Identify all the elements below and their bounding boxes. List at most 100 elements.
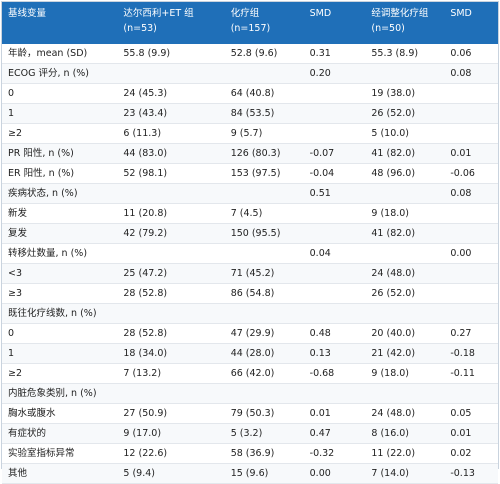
cell — [303, 83, 366, 104]
cell: 28 (52.8) — [117, 283, 225, 304]
cell: -0.68 — [303, 363, 366, 384]
row-label: ECOG 评分, n (%) — [2, 63, 118, 84]
row-label: 新发 — [2, 203, 118, 224]
cell — [224, 183, 304, 204]
header-text: 达尔西利+ET 组 — [123, 8, 194, 19]
cell: 0.08 — [444, 63, 498, 84]
cell — [303, 203, 366, 224]
cell: 18 (34.0) — [117, 343, 225, 364]
header-cell: 化疗组 (n=157) — [224, 2, 304, 44]
table-row: ER 阳性, n (%) 52 (98.1) 153 (97.5) -0.04 48 (… — [2, 163, 498, 184]
cell: 7 (13.2) — [117, 363, 225, 384]
cell — [365, 183, 445, 204]
table-row: 其他 5 (9.4) 15 (9.6) 0.00 7 (14.0) -0.13 — [2, 463, 498, 484]
cell — [365, 303, 445, 324]
table-row: 复发 42 (79.2) 150 (95.5) 41 (82.0) — [2, 223, 498, 244]
cell: 150 (95.5) — [224, 223, 304, 244]
cell: -0.13 — [444, 463, 498, 484]
cell: 86 (54.8) — [224, 283, 304, 304]
cell: 7 (4.5) — [224, 203, 304, 224]
header-cell: 达尔西利+ET 组 (n=53) — [117, 2, 225, 44]
table-row: ≥2 7 (13.2) 66 (42.0) -0.68 9 (18.0) -0.11 — [2, 363, 498, 384]
cell: 15 (9.6) — [224, 463, 304, 484]
cell: 24 (48.0) — [365, 403, 445, 424]
cell: -0.04 — [303, 163, 366, 184]
cell: 12 (22.6) — [117, 443, 225, 464]
cell: -0.07 — [303, 143, 366, 164]
cell — [117, 383, 225, 404]
cell: 84 (53.5) — [224, 103, 304, 124]
table-row: <3 25 (47.2) 71 (45.2) 24 (48.0) — [2, 263, 498, 284]
cell — [303, 383, 366, 404]
cell: 0.13 — [303, 343, 366, 364]
cell: 41 (82.0) — [365, 143, 445, 164]
cell: 55.3 (8.9) — [365, 44, 445, 64]
cell — [444, 383, 498, 404]
cell: 11 (20.8) — [117, 203, 225, 224]
cell: 0.01 — [303, 403, 366, 424]
cell: 44 (83.0) — [117, 143, 225, 164]
table-row: ≥2 6 (11.3) 9 (5.7) 5 (10.0) — [2, 123, 498, 144]
row-label: 胸水或腹水 — [2, 403, 118, 424]
table-row: 疾病状态, n (%) 0.51 0.08 — [2, 183, 498, 204]
cell: 47 (29.9) — [224, 323, 304, 344]
cell: 5 (9.4) — [117, 463, 225, 484]
header-text: (n=53) — [123, 23, 157, 34]
cell: 0.47 — [303, 423, 366, 444]
cell — [117, 243, 225, 264]
row-label: 既往化疗线数, n (%) — [2, 303, 118, 324]
cell: 19 (38.0) — [365, 83, 445, 104]
cell — [117, 183, 225, 204]
table-row: 1 18 (34.0) 44 (28.0) 0.13 21 (42.0) -0.18 — [2, 343, 498, 364]
cell: 71 (45.2) — [224, 263, 304, 284]
row-label: ≥2 — [2, 363, 118, 384]
cell: 42 (79.2) — [117, 223, 225, 244]
cell — [444, 103, 498, 124]
table-row: PR 阳性, n (%) 44 (83.0) 126 (80.3) -0.07 41 (… — [2, 143, 498, 164]
cell — [444, 303, 498, 324]
cell: 0.51 — [303, 183, 366, 204]
cell — [444, 223, 498, 244]
cell: 0.00 — [444, 243, 498, 264]
header-cell: SMD — [444, 2, 498, 44]
row-label: PR 阳性, n (%) — [2, 143, 118, 164]
table-row: 1 23 (43.4) 84 (53.5) 26 (52.0) — [2, 103, 498, 124]
cell — [224, 303, 304, 324]
cell: 153 (97.5) — [224, 163, 304, 184]
cell: 27 (50.9) — [117, 403, 225, 424]
cell: 24 (45.3) — [117, 83, 225, 104]
row-label: 有症状的 — [2, 423, 118, 444]
table-row: ≥3 28 (52.8) 86 (54.8) 26 (52.0) — [2, 283, 498, 304]
row-label: 其他 — [2, 463, 118, 484]
header-cell: 基线变量 — [2, 2, 118, 44]
cell: 26 (52.0) — [365, 103, 445, 124]
header-text: 化疗组 — [230, 8, 260, 19]
cell — [365, 243, 445, 264]
cell: 25 (47.2) — [117, 263, 225, 284]
table-row: 胸水或腹水 27 (50.9) 79 (50.3) 0.01 24 (48.0) 0.05 — [2, 403, 498, 424]
cell: 5 (3.2) — [224, 423, 304, 444]
row-label: 复发 — [2, 223, 118, 244]
row-label: 内脏危象类别, n (%) — [2, 383, 118, 404]
row-label: ER 阳性, n (%) — [2, 163, 118, 184]
cell: 20 (40.0) — [365, 323, 445, 344]
cell — [444, 263, 498, 284]
cell: 26 (52.0) — [365, 283, 445, 304]
row-label: 0 — [2, 323, 118, 344]
row-label: 疾病状态, n (%) — [2, 183, 118, 204]
cell: 0.04 — [303, 243, 366, 264]
cell: 24 (48.0) — [365, 263, 445, 284]
cell: 79 (50.3) — [224, 403, 304, 424]
cell: 9 (17.0) — [117, 423, 225, 444]
row-label: ≥2 — [2, 123, 118, 144]
cell: 9 (5.7) — [224, 123, 304, 144]
cell — [224, 383, 304, 404]
cell — [303, 263, 366, 284]
cell: 44 (28.0) — [224, 343, 304, 364]
header-text: (n=157) — [230, 23, 271, 34]
cell — [303, 103, 366, 124]
cell: 64 (40.8) — [224, 83, 304, 104]
cell: -0.32 — [303, 443, 366, 464]
